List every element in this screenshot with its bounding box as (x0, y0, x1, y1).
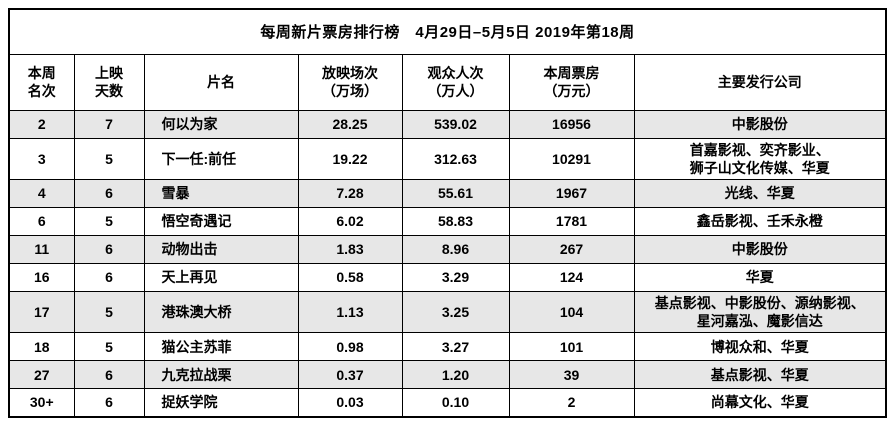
box-office-table-container: 每周新片票房排行榜 4月29日–5月5日 2019年第18周 本周 名次 上映 … (8, 8, 888, 418)
cell-screenings: 28.25 (297, 109, 403, 139)
cell-audience: 8.96 (401, 234, 510, 264)
cell-screenings: 0.98 (297, 332, 403, 362)
cell-screenings: 19.22 (297, 137, 403, 180)
cell-screenings: 1.83 (297, 234, 403, 264)
col-header-audience: 观众人次 （万人） (401, 53, 510, 111)
cell-box-office: 10291 (508, 137, 635, 180)
cell-box-office: 1967 (508, 178, 635, 208)
cell-audience: 312.63 (401, 137, 510, 180)
cell-audience: 3.29 (401, 262, 510, 292)
cell-film-title: 何以为家 (143, 109, 299, 139)
cell-rank: 16 (8, 262, 75, 292)
cell-rank: 18 (8, 332, 75, 362)
table-row: 27 6 九克拉战栗 0.37 1.20 39 基点影视、华夏 (8, 360, 887, 390)
table-row: 30+ 6 捉妖学院 0.03 0.10 2 尚幕文化、华夏 (8, 388, 887, 418)
cell-distributors: 博视众和、华夏 (633, 332, 887, 362)
cell-screenings: 7.28 (297, 178, 403, 208)
cell-days: 6 (73, 262, 145, 292)
table-body: 2 7 何以为家 28.25 539.02 16956 中影股份 3 5 下一任:前任 19.22 3… (8, 109, 887, 418)
cell-audience: 3.25 (401, 290, 510, 334)
cell-distributors: 基点影视、中影股份、源纳影视、 星河嘉泓、魔影信达 (633, 290, 887, 334)
table-title-row: 每周新片票房排行榜 4月29日–5月5日 2019年第18周 (8, 8, 887, 55)
cell-rank: 3 (8, 137, 75, 180)
cell-screenings: 6.02 (297, 206, 403, 236)
col-header-days: 上映 天数 (73, 53, 145, 111)
cell-screenings: 0.58 (297, 262, 403, 292)
col-header-rank: 本周 名次 (8, 53, 75, 111)
table-row: 4 6 雪暴 7.28 55.61 1967 光线、华夏 (8, 178, 887, 208)
col-header-distributors: 主要发行公司 (633, 53, 887, 111)
cell-days: 6 (73, 388, 145, 418)
cell-film-title: 港珠澳大桥 (143, 290, 299, 334)
cell-rank: 6 (8, 206, 75, 236)
cell-days: 5 (73, 137, 145, 180)
cell-rank: 4 (8, 178, 75, 208)
cell-days: 6 (73, 360, 145, 390)
cell-audience: 58.83 (401, 206, 510, 236)
cell-screenings: 1.13 (297, 290, 403, 334)
cell-audience: 1.20 (401, 360, 510, 390)
cell-box-office: 104 (508, 290, 635, 334)
box-office-table: 每周新片票房排行榜 4月29日–5月5日 2019年第18周 本周 名次 上映 … (8, 8, 888, 418)
cell-distributors: 中影股份 (633, 109, 887, 139)
cell-days: 5 (73, 332, 145, 362)
cell-distributors: 鑫岳影视、壬禾永橙 (633, 206, 887, 236)
col-header-screenings: 放映场次 （万场） (297, 53, 403, 111)
cell-screenings: 0.03 (297, 388, 403, 418)
table-title: 每周新片票房排行榜 4月29日–5月5日 2019年第18周 (8, 8, 887, 55)
table-row: 11 6 动物出击 1.83 8.96 267 中影股份 (8, 234, 887, 264)
cell-audience: 55.61 (401, 178, 510, 208)
cell-distributors: 光线、华夏 (633, 178, 887, 208)
cell-box-office: 101 (508, 332, 635, 362)
cell-box-office: 267 (508, 234, 635, 264)
cell-box-office: 124 (508, 262, 635, 292)
table-row: 6 5 悟空奇遇记 6.02 58.83 1781 鑫岳影视、壬禾永橙 (8, 206, 887, 236)
cell-distributors: 基点影视、华夏 (633, 360, 887, 390)
cell-box-office: 16956 (508, 109, 635, 139)
cell-film-title: 悟空奇遇记 (143, 206, 299, 236)
table-row: 17 5 港珠澳大桥 1.13 3.25 104 基点影视、中影股份、源纳影视、 星河嘉泓、… (8, 290, 887, 334)
cell-box-office: 2 (508, 388, 635, 418)
cell-film-title: 动物出击 (143, 234, 299, 264)
cell-film-title: 雪暴 (143, 178, 299, 208)
cell-days: 6 (73, 178, 145, 208)
cell-audience: 539.02 (401, 109, 510, 139)
cell-days: 5 (73, 206, 145, 236)
table-header-row: 本周 名次 上映 天数 片名 放映场次 （万场） 观众人次 （万人） 本周票房 … (8, 53, 887, 111)
cell-rank: 30+ (8, 388, 75, 418)
cell-rank: 27 (8, 360, 75, 390)
cell-film-title: 天上再见 (143, 262, 299, 292)
cell-audience: 0.10 (401, 388, 510, 418)
cell-box-office: 39 (508, 360, 635, 390)
cell-box-office: 1781 (508, 206, 635, 236)
cell-film-title: 捉妖学院 (143, 388, 299, 418)
table-row: 3 5 下一任:前任 19.22 312.63 10291 首嘉影视、奕齐影业、 狮子山文化… (8, 137, 887, 180)
cell-distributors: 首嘉影视、奕齐影业、 狮子山文化传媒、华夏 (633, 137, 887, 180)
table-row: 18 5 猫公主苏菲 0.98 3.27 101 博视众和、华夏 (8, 332, 887, 362)
cell-days: 5 (73, 290, 145, 334)
cell-rank: 17 (8, 290, 75, 334)
cell-film-title: 猫公主苏菲 (143, 332, 299, 362)
cell-film-title: 下一任:前任 (143, 137, 299, 180)
col-header-film-title: 片名 (143, 53, 299, 111)
cell-distributors: 尚幕文化、华夏 (633, 388, 887, 418)
cell-distributors: 中影股份 (633, 234, 887, 264)
cell-rank: 11 (8, 234, 75, 264)
table-row: 2 7 何以为家 28.25 539.02 16956 中影股份 (8, 109, 887, 139)
cell-screenings: 0.37 (297, 360, 403, 390)
cell-distributors: 华夏 (633, 262, 887, 292)
cell-days: 6 (73, 234, 145, 264)
cell-film-title: 九克拉战栗 (143, 360, 299, 390)
cell-days: 7 (73, 109, 145, 139)
cell-audience: 3.27 (401, 332, 510, 362)
cell-rank: 2 (8, 109, 75, 139)
col-header-box-office: 本周票房 （万元） (508, 53, 635, 111)
table-row: 16 6 天上再见 0.58 3.29 124 华夏 (8, 262, 887, 292)
